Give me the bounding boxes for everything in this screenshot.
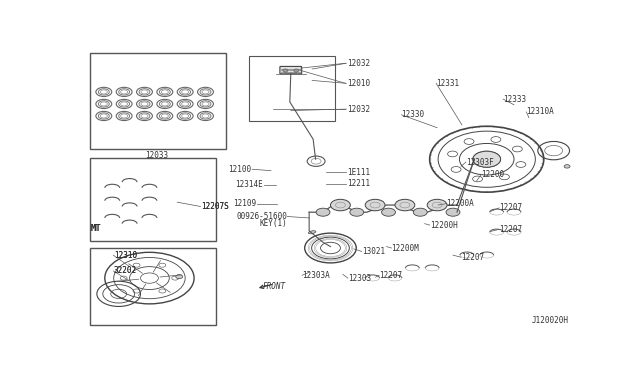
Text: FRONT: FRONT: [262, 282, 285, 291]
Circle shape: [513, 146, 522, 152]
Text: 12303: 12303: [348, 273, 371, 283]
Bar: [249, 56, 335, 121]
Circle shape: [365, 199, 385, 211]
Circle shape: [491, 137, 501, 142]
Circle shape: [446, 208, 460, 216]
Text: MT: MT: [91, 224, 100, 233]
Circle shape: [159, 263, 166, 267]
Circle shape: [499, 174, 509, 180]
Circle shape: [330, 199, 350, 211]
Circle shape: [464, 139, 474, 144]
Text: 12331: 12331: [436, 79, 460, 88]
Circle shape: [176, 275, 182, 279]
FancyBboxPatch shape: [280, 67, 301, 74]
Circle shape: [120, 276, 127, 280]
Text: 12200H: 12200H: [429, 221, 458, 230]
Circle shape: [381, 208, 396, 216]
Text: 12207: 12207: [499, 225, 522, 234]
Text: 12200M: 12200M: [392, 244, 419, 253]
Circle shape: [350, 208, 364, 216]
Text: 13021: 13021: [362, 247, 385, 256]
Circle shape: [447, 151, 458, 157]
Text: 12303A: 12303A: [302, 271, 330, 280]
Text: 12211: 12211: [347, 179, 370, 188]
Text: 1E111: 1E111: [347, 168, 370, 177]
Text: 12032: 12032: [347, 59, 370, 68]
Text: 12310: 12310: [114, 251, 137, 260]
Text: 12330: 12330: [401, 110, 424, 119]
Text: MT: MT: [91, 224, 102, 233]
Text: 12207: 12207: [379, 271, 402, 280]
Text: 12200A: 12200A: [446, 199, 474, 208]
Text: 32202: 32202: [114, 266, 137, 275]
Bar: [90, 248, 216, 326]
Circle shape: [451, 167, 461, 172]
Circle shape: [428, 199, 447, 211]
Text: KEY(1): KEY(1): [260, 219, 287, 228]
Circle shape: [159, 289, 166, 293]
Text: 00926-51600: 00926-51600: [236, 212, 287, 221]
Text: 12033: 12033: [145, 151, 168, 160]
Circle shape: [172, 276, 179, 280]
Text: 12207S: 12207S: [202, 202, 229, 211]
Text: 12207S: 12207S: [202, 202, 229, 211]
Text: 12310A: 12310A: [527, 108, 554, 116]
Text: 12109: 12109: [233, 199, 256, 208]
Text: 12314E: 12314E: [235, 180, 262, 189]
Text: 12310: 12310: [114, 251, 137, 260]
Circle shape: [473, 151, 500, 167]
Text: 12303F: 12303F: [466, 158, 493, 167]
Circle shape: [472, 176, 483, 182]
Text: 32202: 32202: [114, 266, 137, 275]
Ellipse shape: [308, 231, 316, 234]
Circle shape: [133, 263, 140, 267]
Circle shape: [564, 165, 570, 168]
Circle shape: [316, 208, 330, 216]
Circle shape: [395, 199, 415, 211]
Text: 12207: 12207: [499, 203, 522, 212]
Text: 12200: 12200: [481, 170, 504, 179]
Circle shape: [133, 289, 140, 293]
Bar: [90, 53, 227, 149]
Circle shape: [516, 162, 526, 167]
Text: 12207: 12207: [461, 253, 484, 262]
Bar: [90, 158, 216, 241]
Text: 12100: 12100: [228, 165, 251, 174]
Text: 12333: 12333: [503, 94, 526, 103]
Circle shape: [413, 208, 428, 216]
Text: 12032: 12032: [347, 105, 370, 113]
Text: 12010: 12010: [347, 79, 370, 88]
Text: J120020H: J120020H: [532, 316, 568, 325]
